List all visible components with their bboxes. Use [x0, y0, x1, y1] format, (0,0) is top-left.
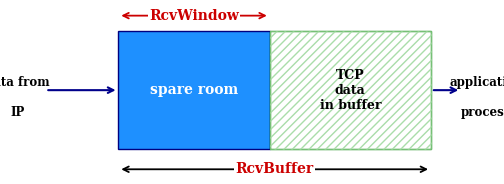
Text: RcvWindow: RcvWindow: [149, 9, 239, 23]
Text: RcvBuffer: RcvBuffer: [235, 162, 314, 176]
Text: process: process: [461, 106, 504, 119]
Text: data from: data from: [0, 76, 50, 89]
Bar: [118, 31, 270, 149]
Text: application: application: [449, 76, 504, 89]
Text: spare room: spare room: [150, 83, 238, 97]
Bar: [270, 31, 431, 149]
Text: TCP
data
in buffer: TCP data in buffer: [320, 69, 381, 112]
Text: IP: IP: [11, 106, 25, 119]
Bar: [270, 31, 431, 149]
